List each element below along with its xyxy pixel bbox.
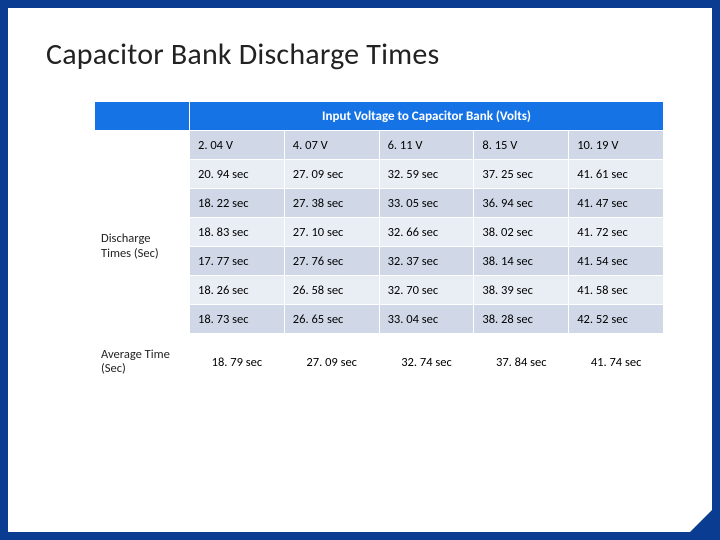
table-container: Input Voltage to Capacitor Bank (Volts) … bbox=[94, 101, 664, 392]
average-cell: 37. 84 sec bbox=[474, 334, 569, 392]
data-cell: 38. 28 sec bbox=[474, 305, 569, 334]
voltage-cell: 6. 11 V bbox=[379, 131, 474, 160]
data-cell: 41. 61 sec bbox=[569, 160, 664, 189]
data-cell: 33. 04 sec bbox=[379, 305, 474, 334]
data-cell: 37. 25 sec bbox=[474, 160, 569, 189]
data-cell: 41. 54 sec bbox=[569, 247, 664, 276]
table-row: Discharge Times (Sec) 20. 94 sec 27. 09 … bbox=[95, 160, 664, 189]
average-cell: 41. 74 sec bbox=[569, 334, 664, 392]
data-cell: 42. 52 sec bbox=[569, 305, 664, 334]
average-cell: 18. 79 sec bbox=[190, 334, 285, 392]
header-row: Input Voltage to Capacitor Bank (Volts) bbox=[95, 102, 664, 131]
data-cell: 41. 47 sec bbox=[569, 189, 664, 218]
data-cell: 32. 70 sec bbox=[379, 276, 474, 305]
voltage-cell: 2. 04 V bbox=[190, 131, 285, 160]
voltage-cell: 8. 15 V bbox=[474, 131, 569, 160]
data-cell: 17. 77 sec bbox=[190, 247, 285, 276]
data-cell: 27. 10 sec bbox=[284, 218, 379, 247]
voltage-cell: 10. 19 V bbox=[569, 131, 664, 160]
average-cell: 32. 74 sec bbox=[379, 334, 474, 392]
data-cell: 33. 05 sec bbox=[379, 189, 474, 218]
discharge-label: Discharge Times (Sec) bbox=[95, 160, 190, 334]
voltage-row-blank bbox=[95, 131, 190, 160]
data-cell: 38. 39 sec bbox=[474, 276, 569, 305]
corner-accent-icon bbox=[690, 510, 712, 532]
data-cell: 38. 14 sec bbox=[474, 247, 569, 276]
voltage-cell: 4. 07 V bbox=[284, 131, 379, 160]
data-cell: 32. 37 sec bbox=[379, 247, 474, 276]
voltage-row: 2. 04 V 4. 07 V 6. 11 V 8. 15 V 10. 19 V bbox=[95, 131, 664, 160]
data-cell: 41. 72 sec bbox=[569, 218, 664, 247]
header-title: Input Voltage to Capacitor Bank (Volts) bbox=[190, 102, 664, 131]
data-cell: 32. 66 sec bbox=[379, 218, 474, 247]
data-cell: 36. 94 sec bbox=[474, 189, 569, 218]
average-cell: 27. 09 sec bbox=[284, 334, 379, 392]
data-cell: 26. 65 sec bbox=[284, 305, 379, 334]
data-cell: 27. 38 sec bbox=[284, 189, 379, 218]
data-cell: 18. 22 sec bbox=[190, 189, 285, 218]
data-cell: 18. 73 sec bbox=[190, 305, 285, 334]
slide-title: Capacitor Bank Discharge Times bbox=[46, 36, 674, 73]
data-cell: 18. 26 sec bbox=[190, 276, 285, 305]
slide: Capacitor Bank Discharge Times Input Vol… bbox=[8, 8, 712, 532]
average-label: Average Time (Sec) bbox=[95, 334, 190, 392]
header-corner bbox=[95, 102, 190, 131]
data-cell: 38. 02 sec bbox=[474, 218, 569, 247]
data-cell: 18. 83 sec bbox=[190, 218, 285, 247]
data-cell: 32. 59 sec bbox=[379, 160, 474, 189]
data-cell: 20. 94 sec bbox=[190, 160, 285, 189]
discharge-table: Input Voltage to Capacitor Bank (Volts) … bbox=[94, 101, 664, 392]
average-row: Average Time (Sec) 18. 79 sec 27. 09 sec… bbox=[95, 334, 664, 392]
data-cell: 41. 58 sec bbox=[569, 276, 664, 305]
data-cell: 27. 76 sec bbox=[284, 247, 379, 276]
data-cell: 27. 09 sec bbox=[284, 160, 379, 189]
data-cell: 26. 58 sec bbox=[284, 276, 379, 305]
